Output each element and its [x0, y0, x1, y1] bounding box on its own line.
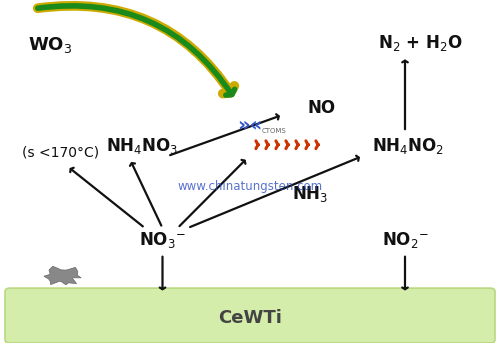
Text: NO: NO [308, 99, 336, 117]
FancyBboxPatch shape [5, 288, 495, 343]
Text: N$_2$ + H$_2$O: N$_2$ + H$_2$O [378, 33, 462, 53]
Text: NH$_4$NO$_2$: NH$_4$NO$_2$ [372, 136, 444, 156]
Text: WO$_3$: WO$_3$ [28, 35, 72, 55]
Text: www.chinatungsten.com: www.chinatungsten.com [178, 180, 322, 193]
Text: NO$_2$$^{-}$: NO$_2$$^{-}$ [382, 230, 428, 250]
Text: NO$_3$$^{-}$: NO$_3$$^{-}$ [139, 230, 186, 250]
Text: CTOMS: CTOMS [262, 128, 286, 134]
Text: CeWTi: CeWTi [218, 309, 282, 327]
Text: (s <170°C): (s <170°C) [22, 146, 100, 159]
Text: NH$_4$NO$_3$: NH$_4$NO$_3$ [106, 136, 178, 156]
Text: NH$_3$: NH$_3$ [292, 184, 328, 204]
Polygon shape [44, 266, 81, 285]
Text: »«: »« [238, 116, 262, 135]
